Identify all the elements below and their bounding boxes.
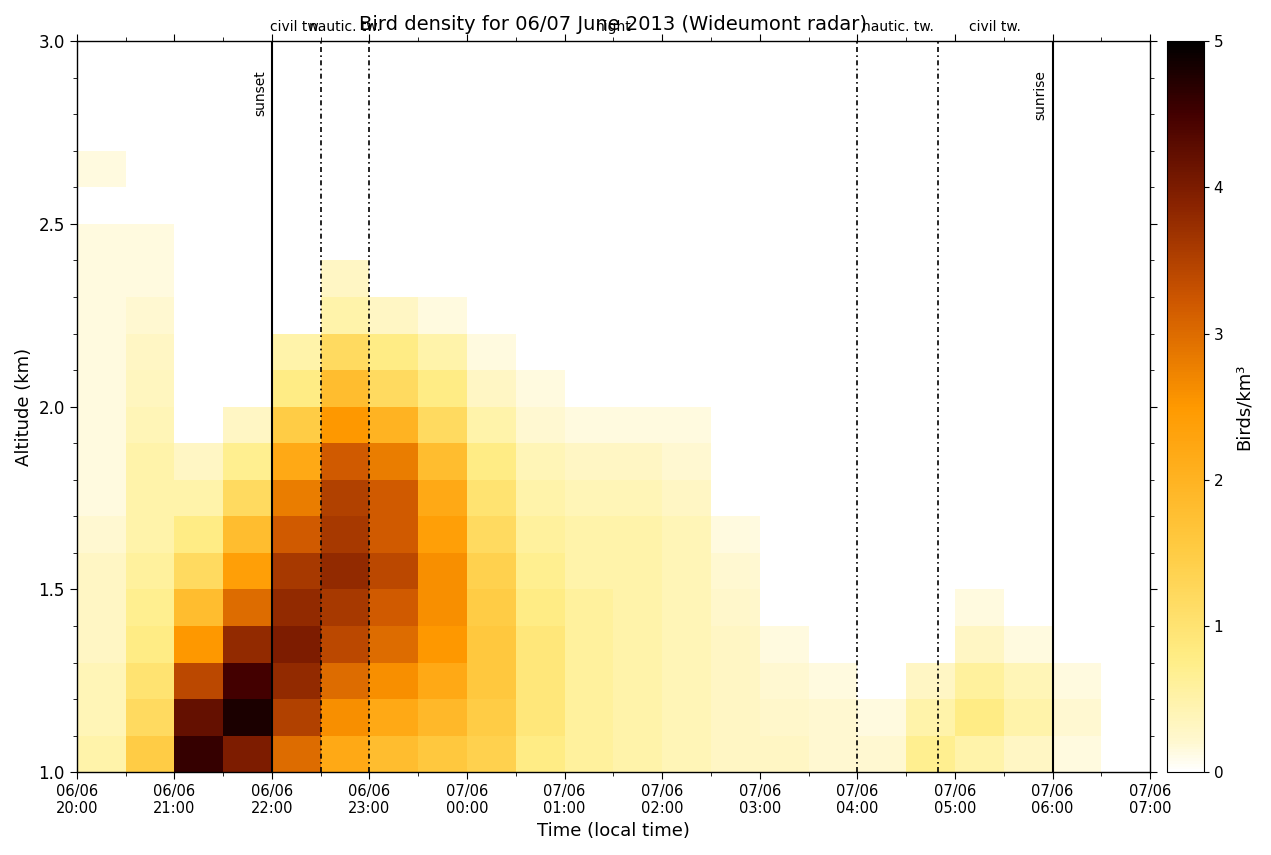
Text: nautic. tw.: nautic. tw. [862,20,934,34]
Text: sunrise: sunrise [1033,70,1047,121]
Text: civil tw.: civil tw. [970,20,1022,34]
Y-axis label: Altitude (km): Altitude (km) [15,348,33,466]
X-axis label: Time (local time): Time (local time) [536,822,690,840]
Text: night: night [596,20,632,34]
Text: sunset: sunset [253,70,267,116]
Text: civil tw.: civil tw. [271,20,323,34]
Y-axis label: Birds/km³: Birds/km³ [1234,363,1252,450]
Text: nautic. tw.: nautic. tw. [309,20,381,34]
Title: Bird density for 06/07 June 2013 (Wideumont radar): Bird density for 06/07 June 2013 (Wideum… [360,15,867,34]
